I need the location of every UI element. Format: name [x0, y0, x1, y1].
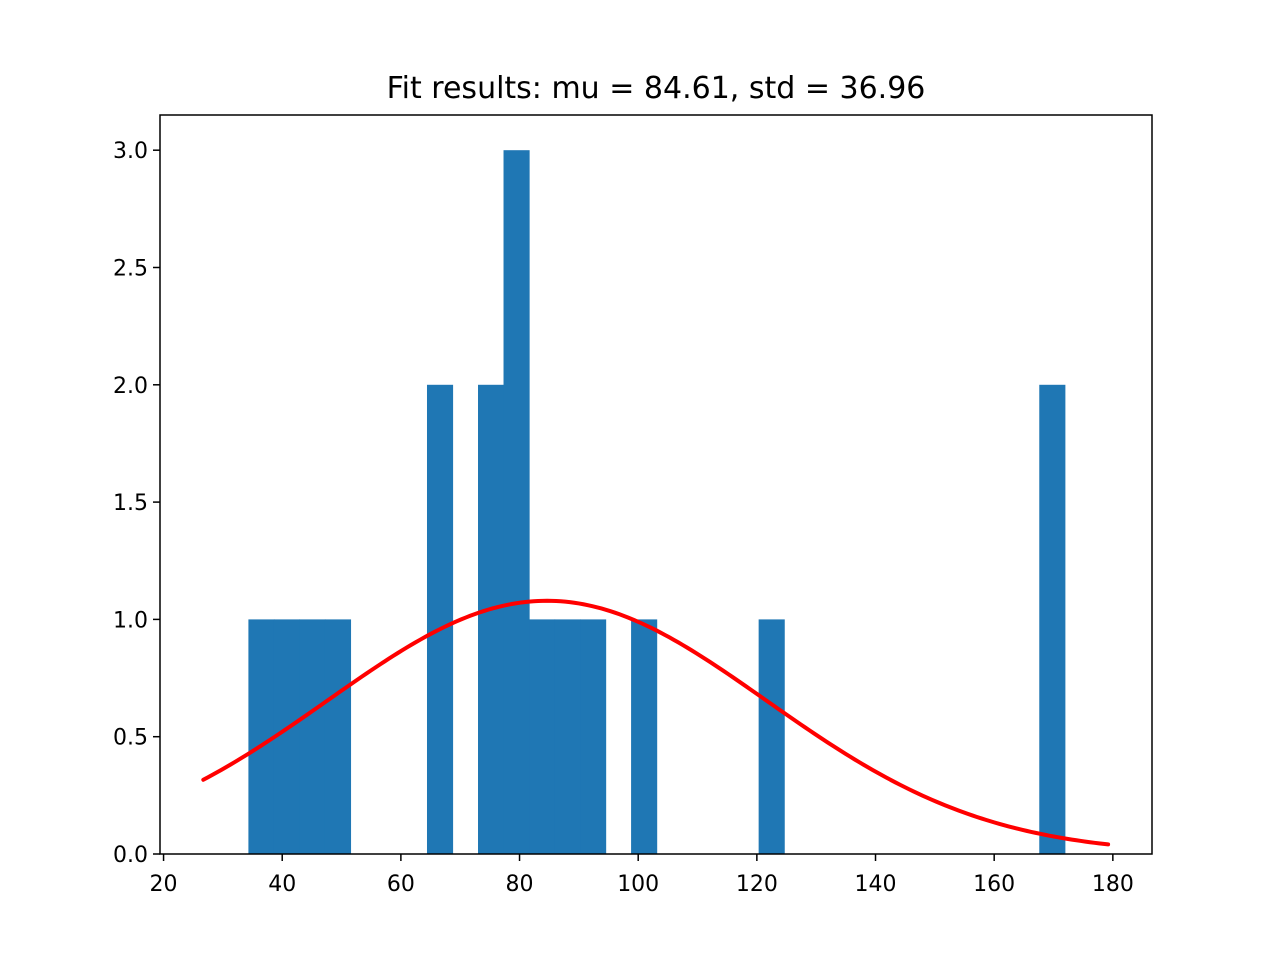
- x-tick-label: 60: [387, 872, 415, 897]
- histogram-bar: [758, 619, 785, 854]
- histogram-bar: [554, 619, 581, 854]
- y-axis-ticks: 0.0 0.5 1.0 1.5 2.0 2.5 3.0: [113, 139, 160, 868]
- histogram-bar: [529, 619, 556, 854]
- y-tick-label: 0.0: [113, 843, 148, 868]
- fit-curve-line: [201, 598, 1111, 847]
- histogram-bar: [248, 619, 275, 854]
- y-tick-label: 1.5: [113, 491, 148, 516]
- histogram-bar: [503, 150, 530, 854]
- y-tick-label: 2.5: [113, 256, 148, 281]
- x-axis-ticks: 20 40 60 80 100 120 140 160 180: [150, 854, 1134, 897]
- y-tick-label: 3.0: [113, 139, 148, 164]
- y-tick-label: 1.0: [113, 608, 148, 633]
- x-tick-label: 40: [268, 872, 296, 897]
- x-tick-label: 120: [736, 872, 778, 897]
- x-tick-label: 140: [855, 872, 897, 897]
- histogram-bar: [478, 384, 505, 854]
- x-tick-label: 20: [150, 872, 178, 897]
- axes-frame: [159, 114, 1153, 855]
- histogram-bar: [631, 619, 658, 854]
- y-tick-label: 2.0: [113, 374, 148, 399]
- histogram-bar: [426, 384, 454, 854]
- histogram-bar: [1039, 384, 1066, 854]
- x-tick-label: 160: [973, 872, 1015, 897]
- histogram-bar: [324, 619, 352, 854]
- y-tick-label: 0.5: [113, 726, 148, 751]
- fit-curve-layer: [201, 598, 1111, 847]
- histogram-bar: [299, 619, 326, 854]
- x-tick-label: 80: [506, 872, 534, 897]
- histogram-bars: [248, 150, 1066, 854]
- histogram-bar: [580, 619, 607, 854]
- x-tick-label: 100: [617, 872, 659, 897]
- x-tick-label: 180: [1092, 872, 1134, 897]
- chart-title: Fit results: mu = 84.61, std = 36.96: [387, 71, 926, 106]
